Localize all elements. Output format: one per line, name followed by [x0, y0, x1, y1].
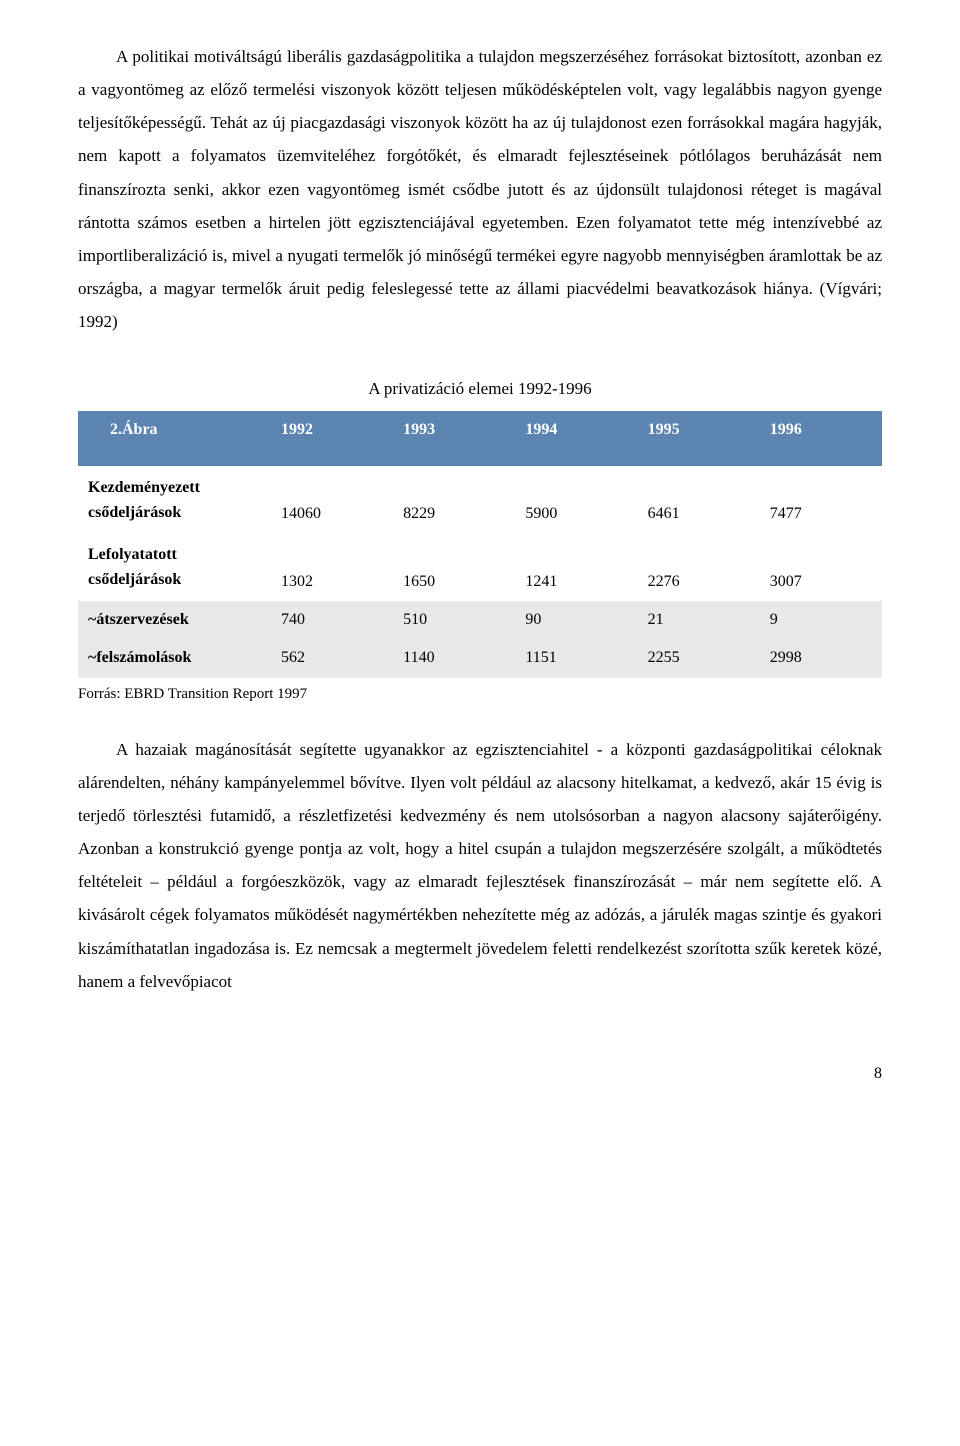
- table-cell: 6461: [638, 466, 760, 534]
- row-label: Lefolyatatott csődeljárások: [78, 533, 271, 601]
- page-number: 8: [78, 1058, 882, 1089]
- table-row: Lefolyatatott csődeljárások 1302 1650 12…: [78, 533, 882, 601]
- col-header-1995: 1995: [638, 411, 760, 465]
- table-cell: 1650: [393, 533, 515, 601]
- table-cell: 2276: [638, 533, 760, 601]
- table-cell: 21: [638, 601, 760, 639]
- table-cell: 2998: [760, 639, 882, 677]
- body-paragraph-2: A hazaiak magánosítását segítette ugyana…: [78, 733, 882, 998]
- table-cell: 3007: [760, 533, 882, 601]
- col-header-1996: 1996: [760, 411, 882, 465]
- table-header-row: 2.Ábra 1992 1993 1994 1995 1996: [78, 411, 882, 465]
- table-cell: 1241: [515, 533, 637, 601]
- data-table: 2.Ábra 1992 1993 1994 1995 1996 Kezdemén…: [78, 411, 882, 677]
- table-cell: 90: [515, 601, 637, 639]
- row-label: ~felszámolások: [78, 639, 271, 677]
- col-header-abra: 2.Ábra: [78, 411, 271, 465]
- table-cell: 5900: [515, 466, 637, 534]
- col-header-1993: 1993: [393, 411, 515, 465]
- table-cell: 8229: [393, 466, 515, 534]
- table-row: Kezdeményezett csődeljárások 14060 8229 …: [78, 466, 882, 534]
- col-header-1994: 1994: [515, 411, 637, 465]
- table-cell: 740: [271, 601, 393, 639]
- col-header-1992: 1992: [271, 411, 393, 465]
- table-row: ~felszámolások 562 1140 1151 2255 2998: [78, 639, 882, 677]
- table-cell: 9: [760, 601, 882, 639]
- table-cell: 1151: [515, 639, 637, 677]
- table-cell: 14060: [271, 466, 393, 534]
- table-source: Forrás: EBRD Transition Report 1997: [78, 684, 882, 705]
- table-title: A privatizáció elemei 1992-1996: [78, 372, 882, 405]
- row-label: Kezdeményezett csődeljárások: [78, 466, 271, 534]
- table-cell: 1140: [393, 639, 515, 677]
- table-cell: 7477: [760, 466, 882, 534]
- table-cell: 2255: [638, 639, 760, 677]
- row-label: ~átszervezések: [78, 601, 271, 639]
- body-paragraph-1: A politikai motiváltságú liberális gazda…: [78, 40, 882, 338]
- table-cell: 510: [393, 601, 515, 639]
- table-cell: 1302: [271, 533, 393, 601]
- table-cell: 562: [271, 639, 393, 677]
- table-row: ~átszervezések 740 510 90 21 9: [78, 601, 882, 639]
